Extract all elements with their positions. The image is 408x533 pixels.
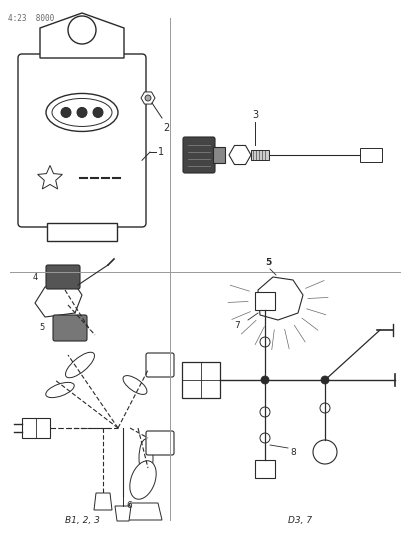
- Text: 8: 8: [290, 448, 296, 457]
- Circle shape: [68, 16, 96, 44]
- Circle shape: [77, 108, 87, 117]
- FancyBboxPatch shape: [46, 265, 80, 289]
- Bar: [213, 147, 225, 163]
- Polygon shape: [40, 13, 124, 58]
- Polygon shape: [47, 223, 117, 241]
- Ellipse shape: [46, 93, 118, 132]
- Bar: [182, 362, 220, 398]
- Text: D3, 7: D3, 7: [288, 516, 312, 525]
- Text: 4:23  8000: 4:23 8000: [8, 14, 54, 23]
- Bar: [255, 292, 275, 310]
- Ellipse shape: [139, 439, 153, 477]
- Circle shape: [93, 108, 103, 117]
- Text: 6: 6: [126, 501, 132, 510]
- Polygon shape: [35, 280, 82, 317]
- Polygon shape: [126, 503, 162, 520]
- Ellipse shape: [66, 352, 95, 378]
- Circle shape: [261, 376, 269, 384]
- FancyBboxPatch shape: [146, 431, 174, 455]
- Text: 5: 5: [265, 258, 271, 267]
- Ellipse shape: [130, 461, 156, 499]
- Polygon shape: [38, 165, 62, 189]
- Circle shape: [320, 403, 330, 413]
- Circle shape: [313, 440, 337, 464]
- FancyBboxPatch shape: [183, 137, 215, 173]
- Ellipse shape: [123, 376, 147, 394]
- Circle shape: [260, 433, 270, 443]
- Text: 3: 3: [252, 110, 258, 120]
- Bar: [255, 460, 275, 478]
- Text: 1: 1: [158, 147, 164, 157]
- Bar: [360, 148, 382, 162]
- Polygon shape: [141, 92, 155, 104]
- Polygon shape: [258, 277, 303, 320]
- Polygon shape: [94, 493, 112, 510]
- Ellipse shape: [46, 382, 74, 398]
- Ellipse shape: [52, 99, 112, 126]
- Text: 2: 2: [163, 123, 169, 133]
- Circle shape: [260, 337, 270, 347]
- Circle shape: [260, 407, 270, 417]
- Circle shape: [61, 108, 71, 117]
- FancyBboxPatch shape: [53, 315, 87, 341]
- Text: 7: 7: [234, 320, 240, 329]
- FancyBboxPatch shape: [146, 353, 174, 377]
- FancyBboxPatch shape: [18, 54, 146, 227]
- Text: B1, 2, 3: B1, 2, 3: [64, 516, 100, 525]
- Bar: [22, 418, 50, 438]
- Bar: [251, 150, 269, 160]
- Polygon shape: [229, 146, 251, 165]
- Text: 5: 5: [40, 324, 45, 333]
- Polygon shape: [115, 506, 131, 521]
- Circle shape: [145, 95, 151, 101]
- Text: 4: 4: [33, 272, 38, 281]
- Circle shape: [321, 376, 329, 384]
